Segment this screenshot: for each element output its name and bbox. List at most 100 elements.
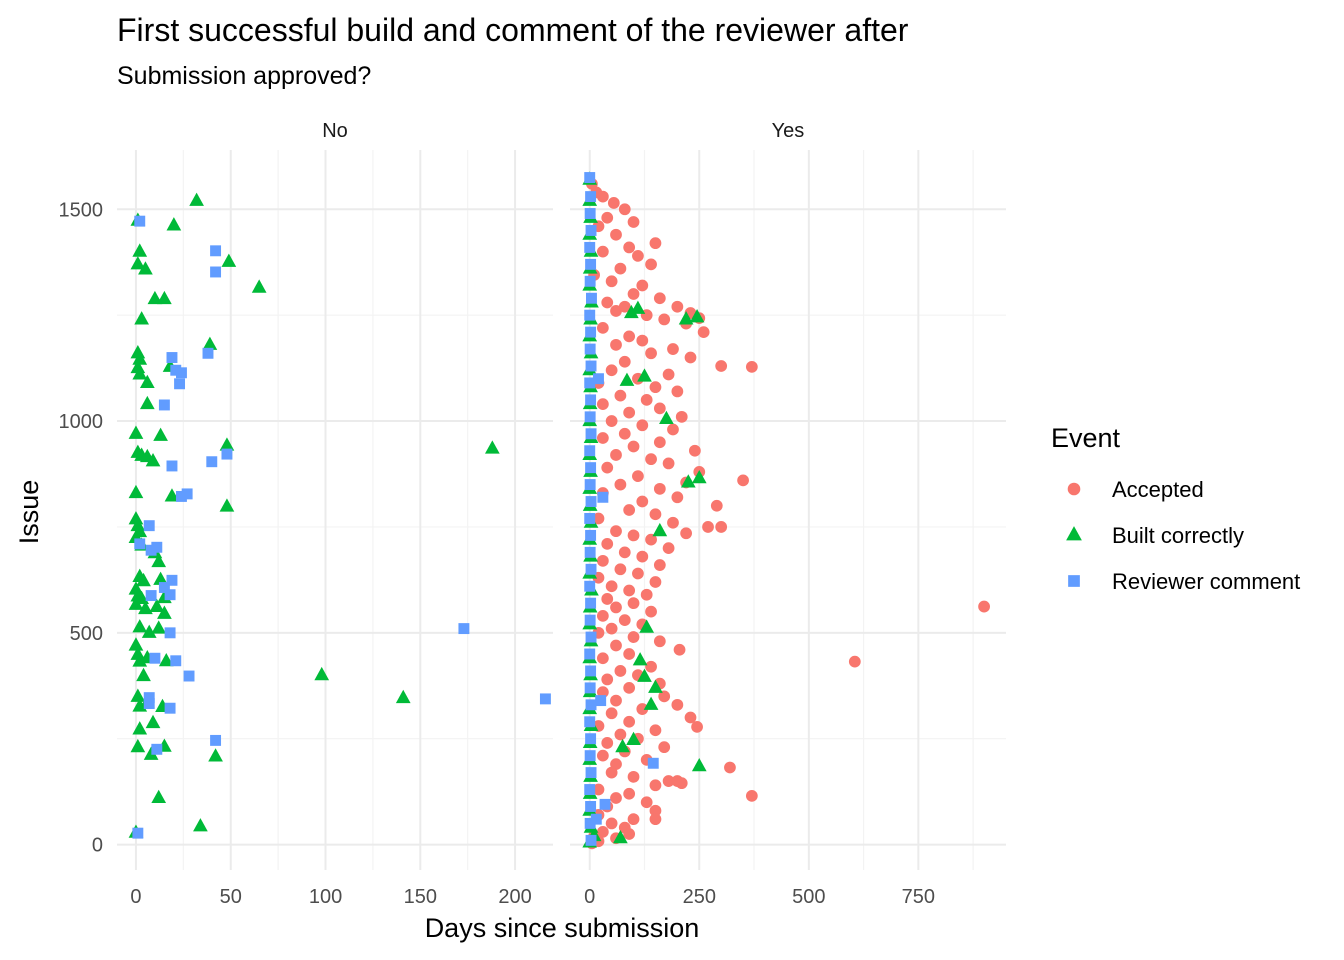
data-point (584, 750, 596, 762)
data-point (684, 711, 697, 724)
data-point (610, 694, 622, 707)
x-tick-label: 0 (584, 886, 595, 908)
data-point (584, 513, 596, 524)
data-point (601, 737, 614, 749)
data-point (673, 643, 686, 656)
data-point (585, 767, 597, 779)
data-point (678, 311, 694, 325)
data-point (601, 538, 614, 550)
data-point (585, 563, 597, 575)
data-point (584, 648, 596, 660)
data-point (623, 828, 636, 840)
data-point (640, 796, 653, 809)
data-point (658, 690, 671, 703)
y-tick-label: 1000 (59, 411, 104, 433)
x-tick-label: 200 (498, 886, 531, 908)
data-point (605, 766, 618, 779)
x-tick-label: 750 (902, 886, 935, 908)
data-point (649, 724, 662, 737)
data-point (134, 311, 149, 325)
data-point (585, 394, 597, 406)
data-point (601, 296, 614, 309)
data-point (183, 670, 195, 682)
data-point (584, 377, 596, 389)
data-point (181, 488, 193, 500)
data-point (614, 389, 627, 402)
data-point (132, 653, 148, 667)
data-point (132, 827, 144, 839)
data-point (157, 290, 172, 305)
data-point (143, 746, 159, 760)
data-point (584, 343, 596, 355)
x-tick-label: 250 (683, 886, 716, 908)
x-axis-title: Days since submission (425, 913, 700, 943)
data-point (584, 411, 596, 423)
facet-panels: No 0 50 100 150 200 0 500 1000 1500 Yes 0 250 500 750 (59, 120, 1006, 908)
data-point (662, 368, 675, 381)
data-point (653, 402, 666, 415)
x-tick-label: 500 (792, 886, 825, 908)
data-point (658, 313, 671, 326)
data-point (627, 813, 640, 826)
data-point (151, 541, 163, 553)
data-point (648, 679, 663, 693)
y-tick-label: 1500 (59, 199, 104, 221)
legend-label: Accepted (1112, 477, 1204, 502)
series-reviewer-comment (132, 215, 551, 839)
data-point (632, 250, 644, 262)
data-point (605, 364, 618, 377)
x-tick-label: 150 (404, 886, 437, 908)
data-point (623, 648, 636, 660)
data-point (662, 775, 675, 787)
data-point (585, 326, 597, 338)
data-point (143, 692, 155, 704)
data-point (645, 533, 657, 546)
data-point (585, 225, 597, 236)
series-built-correctly (128, 192, 500, 838)
data-point (636, 495, 649, 508)
data-point (132, 698, 148, 712)
data-point (597, 491, 609, 503)
data-point (615, 738, 630, 753)
data-point (601, 461, 614, 474)
data-point (623, 406, 636, 419)
x-tick-label: 100 (309, 886, 342, 908)
data-point (175, 490, 187, 502)
data-point (614, 478, 627, 491)
data-point (605, 275, 618, 288)
data-point (618, 300, 631, 313)
data-point (139, 395, 155, 410)
data-point (596, 190, 609, 203)
data-point (585, 462, 597, 474)
data-point (147, 290, 163, 305)
data-point (640, 394, 653, 406)
data-point (221, 253, 237, 267)
data-point (623, 715, 636, 728)
data-point (138, 600, 153, 615)
data-point (596, 749, 609, 762)
data-point (132, 366, 148, 380)
data-point (652, 522, 668, 537)
data-point (157, 605, 172, 619)
facet-strip-label: Yes (772, 120, 805, 142)
data-point (596, 245, 609, 258)
data-point (151, 620, 167, 634)
data-point (689, 444, 701, 457)
legend-label: Built correctly (1112, 523, 1244, 548)
data-point (639, 619, 655, 633)
data-point (584, 241, 596, 253)
data-point (153, 571, 168, 585)
data-point (158, 652, 174, 667)
data-point (134, 538, 146, 550)
data-point (584, 716, 596, 728)
data-point (584, 172, 596, 183)
data-point (130, 738, 146, 753)
data-point (595, 695, 607, 707)
data-point (585, 191, 597, 203)
data-point (584, 309, 596, 321)
data-point (585, 529, 597, 541)
data-point (584, 479, 596, 491)
data-point (623, 330, 636, 343)
data-point (149, 652, 161, 664)
data-point (584, 784, 596, 795)
